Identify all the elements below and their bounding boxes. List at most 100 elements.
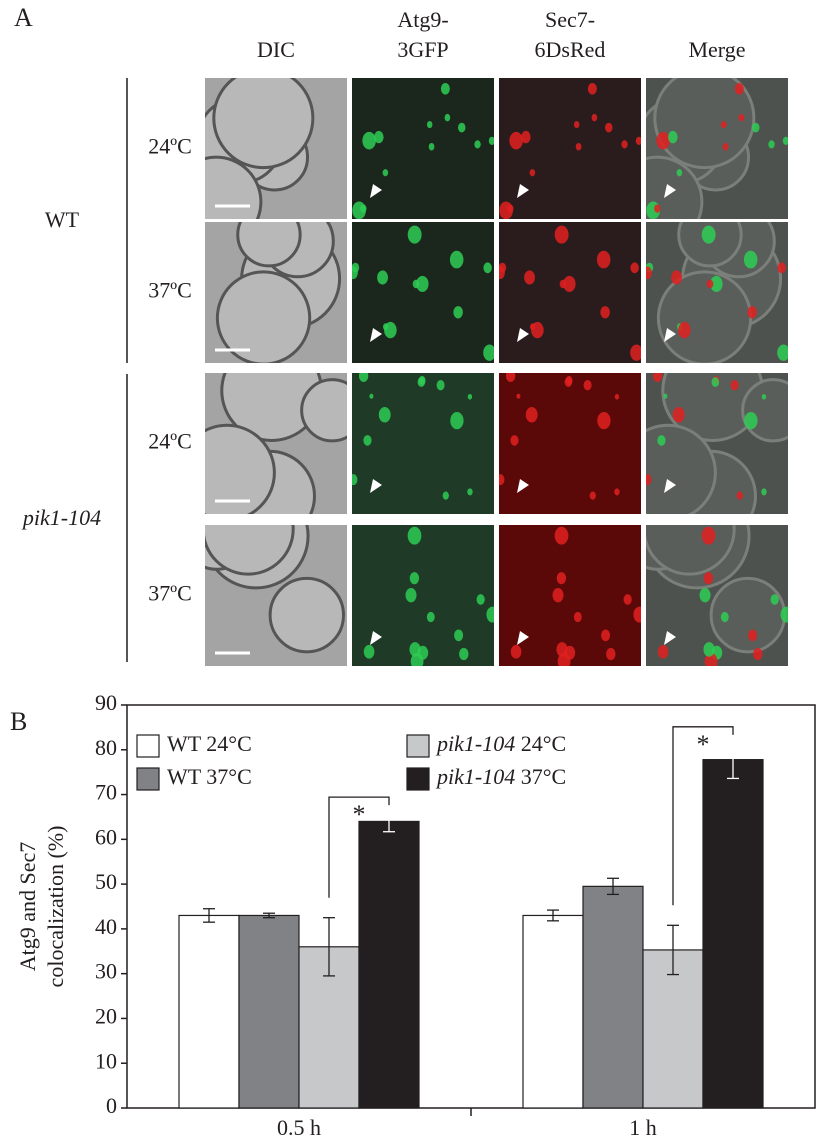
- fluorescent-spot: [374, 130, 384, 144]
- image-bg: [499, 373, 641, 514]
- fluorescent-spot: [524, 270, 535, 285]
- fluorescent-spot: [564, 377, 573, 387]
- fluorescent-spot: [589, 491, 596, 500]
- fluorescent-spot: [657, 644, 669, 659]
- fluorescent-spot: [450, 411, 464, 430]
- fluorescent-spot: [559, 279, 567, 289]
- fluorescent-spot: [454, 629, 464, 642]
- micrograph-content: [646, 525, 788, 666]
- arrowhead: [664, 184, 676, 198]
- fluorescent-spot: [701, 225, 716, 244]
- significance-bracket: [328, 796, 390, 898]
- image-bg: [499, 222, 641, 363]
- fluorescent-spot: [672, 407, 685, 423]
- fluorescent-spot: [521, 130, 531, 144]
- fluorescent-spot: [699, 587, 711, 603]
- fluorescent-spot: [474, 140, 481, 149]
- y-axis-label: colocalization (%): [43, 826, 68, 988]
- y-tick-label: 50: [95, 869, 117, 894]
- cell: [646, 155, 704, 219]
- fluorescent-spot: [768, 140, 775, 149]
- arrowhead: [664, 479, 676, 493]
- micrograph: [205, 78, 347, 219]
- cell: [646, 423, 717, 514]
- fluorescent-spot: [426, 120, 433, 129]
- fluorescent-spot: [384, 321, 397, 339]
- fluorescent-spot: [575, 142, 582, 151]
- bar: [702, 759, 764, 1109]
- y-tick-label: 60: [95, 824, 117, 849]
- fluorescent-spot: [711, 377, 720, 387]
- fluorescent-spot: [668, 130, 678, 144]
- fluorescent-spot: [483, 344, 494, 361]
- micrograph: [205, 373, 347, 514]
- bar: [238, 914, 300, 1109]
- arrowhead: [370, 328, 382, 342]
- micrograph: [352, 525, 494, 666]
- fluorescent-spot: [646, 474, 652, 486]
- error-bar: [323, 917, 335, 977]
- fluorescent-spot: [633, 606, 641, 623]
- fluorescent-spot: [440, 82, 450, 95]
- fluorescent-spot: [486, 606, 494, 623]
- fluorescent-spot: [449, 250, 464, 269]
- fluorescent-spot: [510, 435, 519, 446]
- y-tick-label: 20: [95, 1003, 117, 1028]
- image-bg: [352, 78, 494, 219]
- y-tick-label: 70: [95, 780, 117, 805]
- micrograph: [352, 373, 494, 514]
- fluorescent-spot: [505, 373, 516, 383]
- fluorescent-spot: [678, 321, 691, 339]
- micrograph-content: [352, 525, 494, 666]
- fluorescent-spot: [409, 572, 420, 585]
- fluorescent-spot: [531, 321, 544, 339]
- fluorescent-spot: [554, 526, 569, 545]
- error-bar: [667, 924, 679, 976]
- column-header: DIC: [257, 37, 295, 62]
- error-bar: [547, 909, 559, 922]
- cell: [212, 78, 315, 170]
- y-tick-label: 80: [95, 735, 117, 760]
- fluorescent-spot: [591, 113, 598, 122]
- arrowhead: [370, 631, 382, 645]
- column-header: Merge: [688, 37, 745, 62]
- cell: [300, 378, 347, 443]
- fluorescent-spot: [459, 647, 469, 661]
- fluorescent-spot: [563, 275, 576, 292]
- fluorescent-spot: [663, 393, 668, 399]
- legend-label: pik1-104 24°C: [435, 731, 566, 756]
- column-header: 3GFP: [397, 37, 448, 62]
- arrowhead: [370, 479, 382, 493]
- fluorescent-spot: [720, 611, 729, 623]
- micrograph-content: [205, 78, 347, 219]
- legend-swatch: [406, 767, 430, 791]
- fluorescent-spot: [652, 373, 663, 383]
- micrograph: [499, 78, 641, 219]
- row-label: 24ºC: [148, 134, 192, 159]
- row-label: 24ºC: [148, 429, 192, 454]
- micrograph: [499, 373, 641, 514]
- micrograph-content: [352, 373, 494, 514]
- micrograph-content: [646, 373, 788, 514]
- fluorescent-spot: [720, 120, 727, 129]
- fluorescent-spot: [552, 587, 564, 603]
- bar: [522, 914, 584, 1109]
- column-header: Sec7-: [545, 7, 595, 32]
- micrograph-content: [205, 222, 347, 363]
- fluorescent-spot: [703, 642, 715, 657]
- fluorescent-spot: [722, 142, 729, 151]
- fluorescent-spot: [525, 407, 538, 423]
- micrograph: [499, 525, 641, 666]
- fluorescent-spot: [488, 136, 494, 145]
- x-tick-label: 1 h: [629, 1115, 657, 1140]
- fluorescent-spot: [363, 435, 372, 446]
- x-tick-label: 0.5 h: [277, 1115, 321, 1140]
- fluorescent-spot: [614, 488, 620, 496]
- legend-label: WT 37°C: [167, 764, 252, 789]
- fluorescent-spot: [621, 140, 628, 149]
- error-bar: [263, 912, 275, 919]
- legend-swatch: [406, 734, 430, 758]
- fluorescent-spot: [587, 82, 597, 95]
- fluorescent-spot: [426, 611, 435, 623]
- fluorescent-spot: [597, 411, 611, 430]
